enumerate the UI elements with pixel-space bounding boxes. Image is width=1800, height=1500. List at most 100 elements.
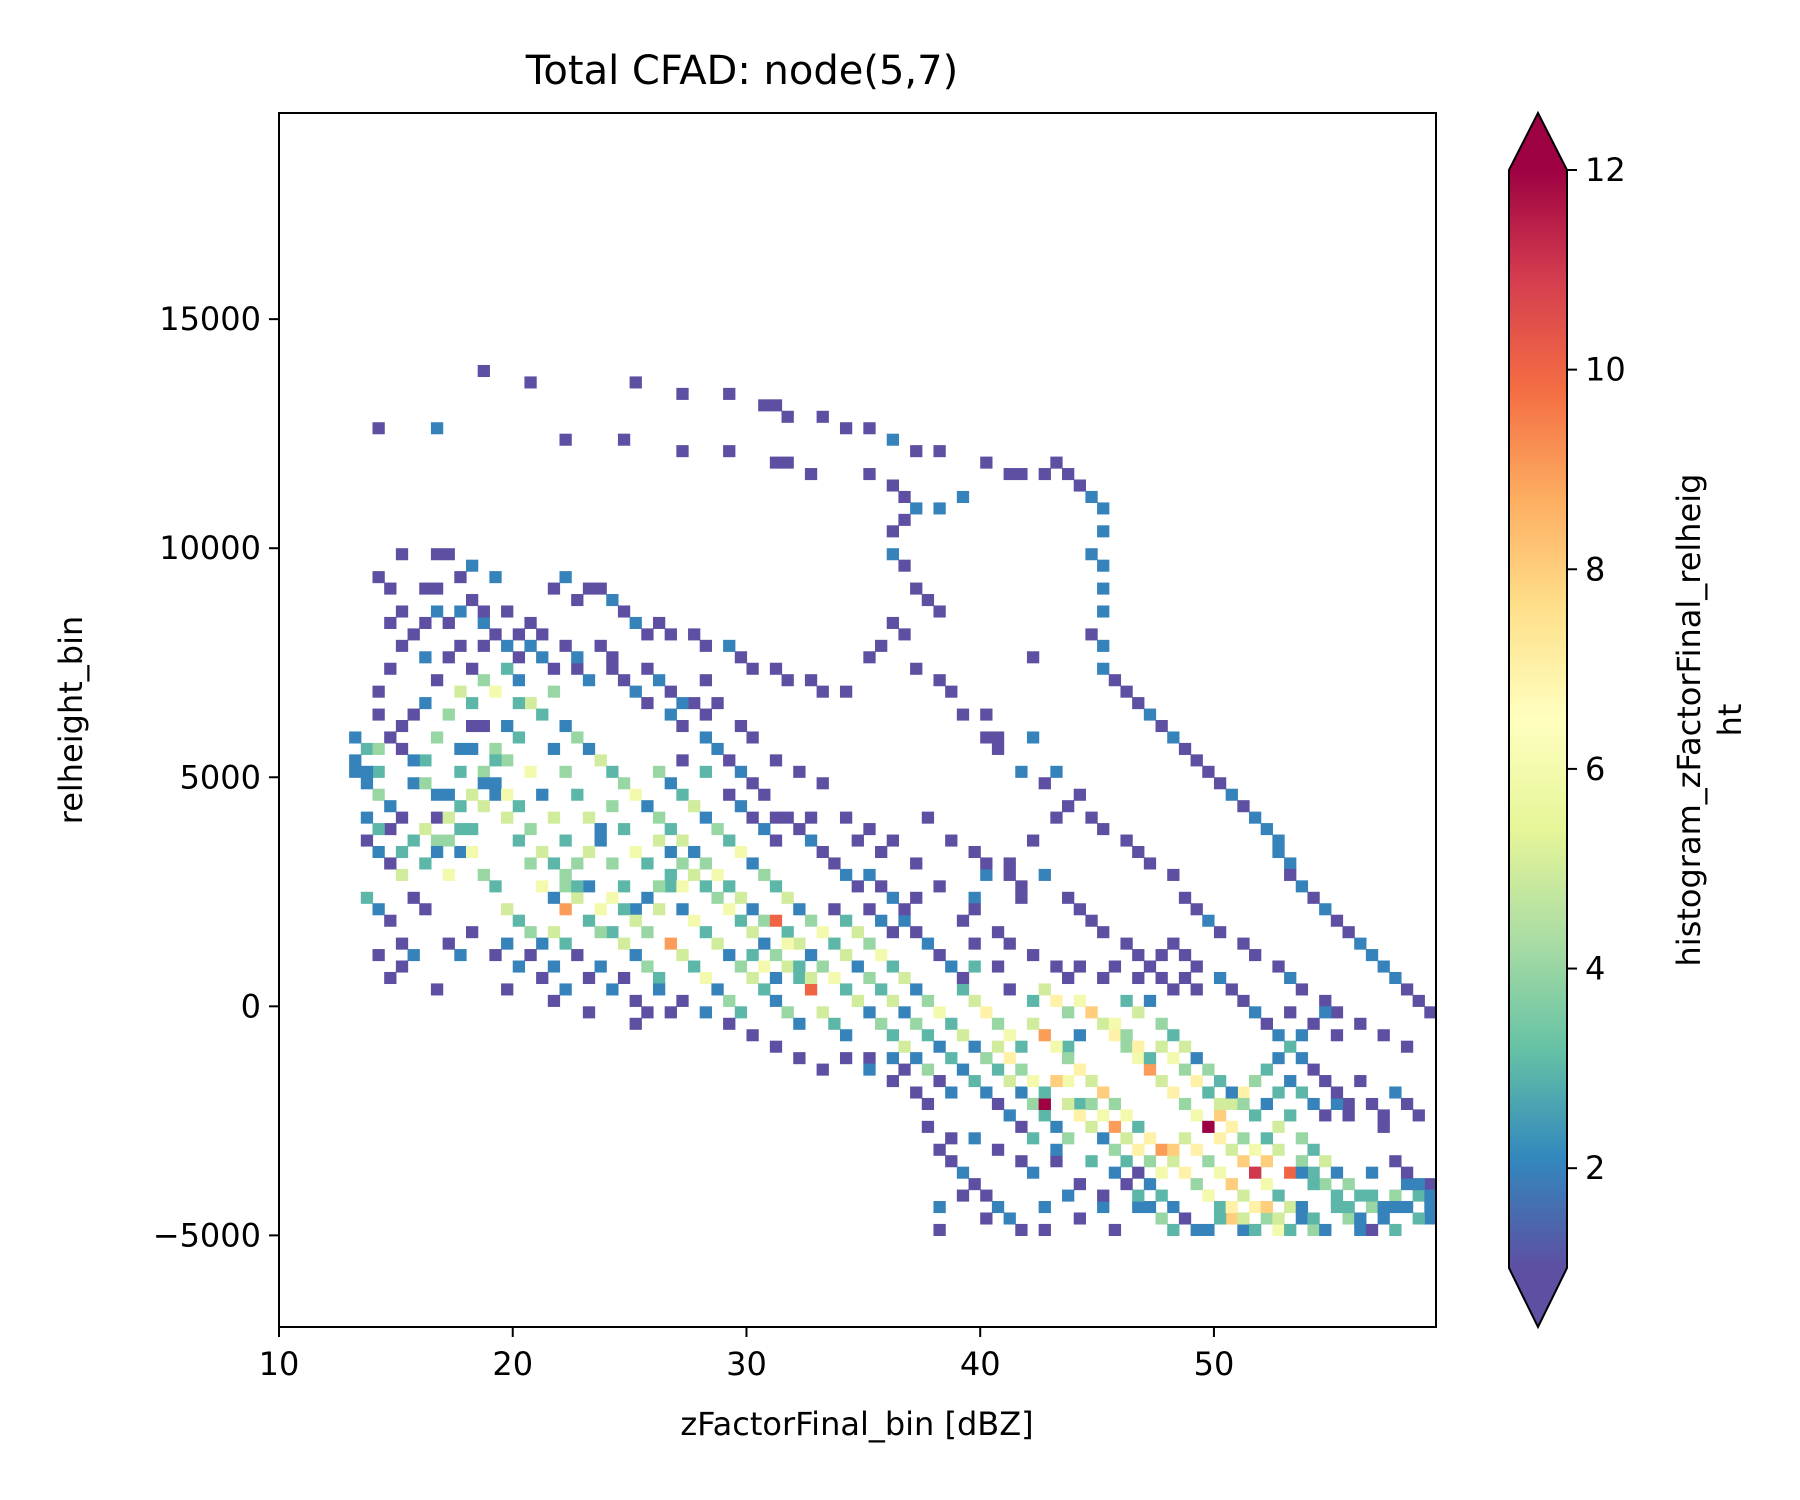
histogram-cell [746, 662, 759, 675]
histogram-cell [1307, 1063, 1320, 1076]
histogram-cell [781, 960, 794, 973]
histogram-cell [1295, 1132, 1309, 1145]
histogram-cell [734, 765, 748, 778]
histogram-cell [828, 971, 841, 985]
histogram-cell [465, 559, 479, 572]
histogram-cell [582, 845, 596, 859]
histogram-cell [571, 949, 584, 962]
histogram-cell [1249, 1075, 1262, 1088]
histogram-cell [641, 926, 654, 939]
histogram-cell [1272, 1120, 1285, 1133]
histogram-cell [1377, 1201, 1390, 1214]
colorbar-label-line1: histogram_zFactorFinal_relheig [1670, 474, 1708, 967]
histogram-cell [617, 674, 631, 687]
histogram-cell [442, 616, 455, 629]
histogram-cell [1260, 823, 1273, 836]
histogram-cell [652, 880, 666, 893]
histogram-cell [1202, 914, 1215, 927]
histogram-cell [886, 1075, 900, 1088]
histogram-cell [512, 731, 526, 744]
histogram-cell [1342, 1201, 1355, 1214]
histogram-cell [1050, 1075, 1063, 1088]
histogram-cell [454, 765, 467, 778]
histogram-cell [349, 731, 362, 744]
histogram-cell [711, 937, 724, 950]
histogram-cell [968, 1040, 981, 1053]
histogram-cell [594, 582, 607, 595]
histogram-cell [1272, 845, 1285, 859]
histogram-cell [980, 1212, 993, 1225]
histogram-cell [1003, 1212, 1016, 1225]
histogram-cell [1026, 1132, 1040, 1145]
histogram-cell [956, 1029, 970, 1042]
histogram-cell [910, 926, 923, 939]
histogram-cell [1155, 1143, 1168, 1156]
histogram-cell [360, 891, 374, 904]
histogram-cell [1225, 1201, 1238, 1214]
histogram-cell [524, 765, 537, 778]
histogram-cell [1389, 1189, 1402, 1202]
histogram-cell [582, 1006, 596, 1019]
histogram-cell [1015, 765, 1028, 778]
histogram-cell [1307, 1212, 1320, 1225]
histogram-cell [758, 823, 771, 836]
histogram-cell [536, 788, 549, 801]
histogram-cell [430, 788, 444, 801]
histogram-cell [652, 674, 666, 687]
histogram-cell [664, 868, 677, 881]
histogram-cell [384, 662, 397, 675]
histogram-cell [629, 994, 642, 1007]
histogram-cell [617, 823, 631, 836]
histogram-cell [1412, 1189, 1425, 1202]
histogram-cell [664, 777, 677, 790]
histogram-cell [372, 708, 385, 721]
histogram-cell [734, 800, 748, 813]
histogram-cell [547, 582, 561, 595]
histogram-cell [1050, 456, 1063, 469]
histogram-cell [360, 834, 374, 847]
histogram-cell [1377, 960, 1390, 973]
histogram-cell [1284, 1223, 1297, 1236]
histogram-cell [910, 662, 923, 675]
histogram-cell [898, 1006, 911, 1019]
histogram-cell [571, 651, 584, 664]
histogram-cell [477, 868, 490, 881]
histogram-cell [1389, 1086, 1402, 1099]
histogram-cell [1354, 1017, 1367, 1030]
histogram-cell [1050, 811, 1063, 824]
histogram-cell [617, 605, 631, 618]
histogram-cell [1120, 937, 1133, 950]
histogram-cell [1365, 949, 1379, 962]
histogram-cell [664, 823, 677, 836]
histogram-cell [501, 720, 514, 733]
histogram-cell [758, 788, 771, 801]
histogram-cell [442, 834, 455, 847]
histogram-cell [1026, 1017, 1040, 1030]
histogram-cell [629, 845, 642, 859]
histogram-cell [629, 616, 642, 629]
histogram-cell [384, 823, 397, 836]
histogram-cell [652, 834, 666, 847]
histogram-cell [1178, 1166, 1192, 1179]
histogram-cell [1260, 1212, 1273, 1225]
x-tick-label: 20 [492, 1345, 533, 1383]
histogram-cell [723, 1017, 736, 1030]
histogram-cell [1167, 731, 1180, 744]
histogram-cell [395, 845, 409, 859]
histogram-cell [372, 571, 385, 584]
histogram-cell [898, 914, 911, 927]
histogram-cell [1178, 949, 1192, 962]
x-axis-ticks: 10 20 30 40 50 [259, 1327, 1234, 1383]
histogram-cell [886, 960, 900, 973]
histogram-cell [1178, 742, 1192, 755]
colorbar-label-line2: ht [1711, 704, 1749, 737]
histogram-cell [582, 914, 596, 927]
histogram-cell [477, 674, 490, 687]
histogram-cell [1143, 1052, 1157, 1065]
histogram-cell [921, 594, 935, 607]
histogram-cell [536, 651, 549, 664]
histogram-cell [793, 765, 806, 778]
histogram-cell [758, 914, 771, 927]
histogram-cell [793, 823, 806, 836]
histogram-cell [559, 937, 572, 950]
